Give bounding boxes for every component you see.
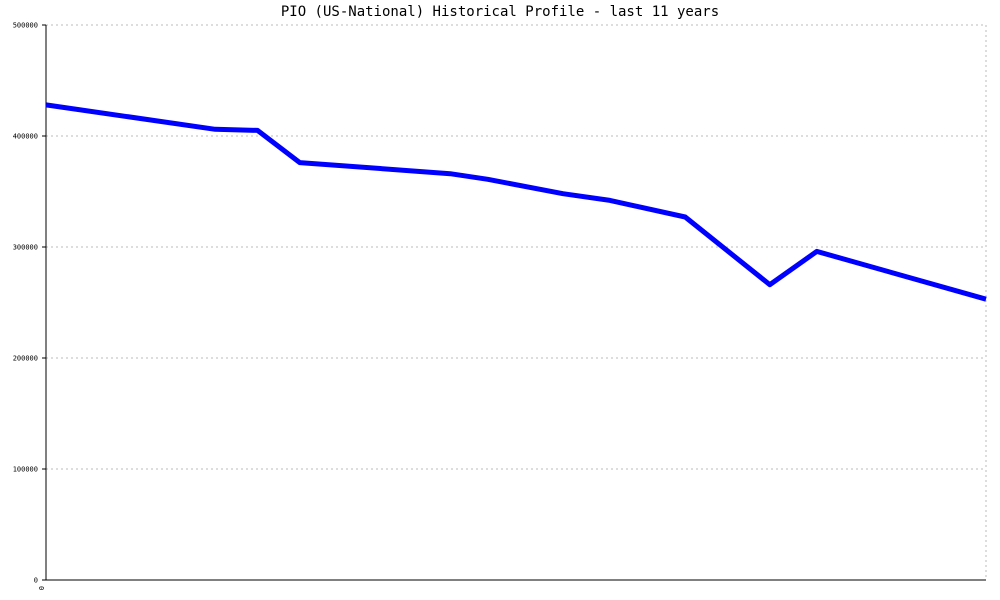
series-line (45, 102, 987, 302)
y-tick-label: 400000 (13, 133, 38, 141)
x-tick-label: 0 (38, 586, 46, 590)
y-tick-label: 100000 (13, 466, 38, 474)
chart-title: PIO (US-National) Historical Profile - l… (280, 4, 720, 20)
y-tick-label: 500000 (13, 22, 38, 30)
axes (42, 24, 986, 581)
y-tick-labels: 0 100000 200000 300000 400000 500000 (13, 22, 38, 585)
y-tick-label: 300000 (13, 244, 38, 252)
series-lines (45, 102, 987, 302)
x-tick-labels: 0 (38, 586, 46, 590)
grid-lines (46, 24, 987, 580)
y-tick-label: 0 (34, 577, 38, 585)
y-tick-label: 200000 (13, 355, 38, 363)
